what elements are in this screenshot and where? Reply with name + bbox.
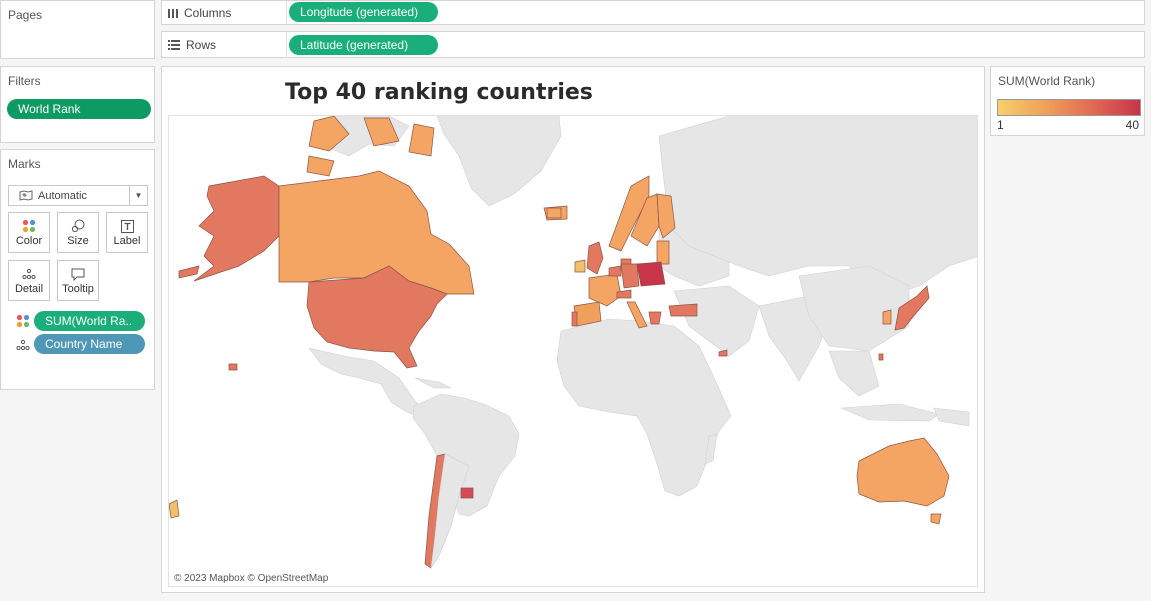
- africa-shape: [556, 318, 732, 497]
- longitude-pill[interactable]: Longitude (generated): [289, 2, 438, 22]
- france-shape: [588, 273, 622, 307]
- mark-type-dropdown[interactable]: Automatic ▼: [8, 185, 148, 206]
- chevron-down-icon: ▼: [129, 186, 147, 205]
- world-map[interactable]: © 2023 Mapbox © OpenStreetMap: [168, 115, 978, 587]
- color-button[interactable]: Color: [8, 212, 50, 253]
- tasmania-shape: [930, 513, 942, 525]
- tooltip-button-label: Tooltip: [62, 283, 94, 295]
- turkey-shape: [668, 303, 698, 317]
- australia-shape: [856, 437, 950, 507]
- uae-shape: [718, 349, 728, 357]
- rows-icon: [168, 40, 180, 50]
- country-name-pill[interactable]: Country Name: [34, 334, 145, 354]
- alaska-shape: [193, 175, 280, 282]
- columns-shelf-label: Columns: [168, 6, 231, 20]
- map-mark-icon: [19, 190, 33, 201]
- detail-button-label: Detail: [14, 283, 44, 295]
- hawaii-shape: [228, 363, 238, 371]
- uruguay-shape: [460, 487, 474, 499]
- filters-title: Filters: [8, 74, 41, 88]
- indonesia-shape: [840, 403, 940, 422]
- canada-islands-shape: [306, 116, 435, 177]
- size-icon: [71, 219, 85, 233]
- pages-title: Pages: [8, 8, 43, 22]
- png-shape: [933, 407, 970, 427]
- china-shape: [798, 265, 910, 352]
- germany-shape: [620, 263, 640, 289]
- baltic-shape: [656, 240, 670, 265]
- label-button[interactable]: Label: [106, 212, 148, 253]
- greenland-shape: [436, 116, 562, 207]
- color-legend: SUM(World Rank) 1 40: [990, 66, 1145, 136]
- taiwan-shape: [878, 353, 884, 361]
- color-dots-icon: [16, 314, 30, 328]
- rows-shelf[interactable]: Rows Latitude (generated): [161, 31, 1145, 58]
- legend-gradient-bar[interactable]: [997, 99, 1141, 116]
- aleutian-shape: [178, 265, 200, 279]
- legend-min-label: 1: [997, 118, 1004, 132]
- color-button-label: Color: [15, 235, 43, 247]
- columns-label: Columns: [184, 6, 232, 20]
- south-america-shape: [412, 393, 520, 517]
- sum-world-rank-pill[interactable]: SUM(World Ra..: [34, 311, 145, 331]
- rows-shelf-label: Rows: [168, 38, 216, 52]
- label-icon: [120, 219, 134, 233]
- madagascar-shape: [704, 433, 718, 465]
- ireland-shape: [574, 259, 586, 273]
- label-button-label: Label: [113, 235, 141, 247]
- color-icon: [22, 219, 36, 233]
- size-button[interactable]: Size: [57, 212, 99, 253]
- norway-shape: [608, 175, 650, 252]
- columns-shelf[interactable]: Columns Longitude (generated): [161, 0, 1145, 25]
- italy-shape: [626, 301, 648, 329]
- tooltip-button[interactable]: Tooltip: [57, 260, 99, 301]
- viz-title: Top 40 ranking countries: [285, 80, 593, 105]
- tooltip-icon: [71, 268, 85, 281]
- pages-card: Pages: [0, 0, 155, 59]
- world-map-svg: [169, 116, 977, 569]
- detail-icon: [22, 268, 36, 280]
- detail-button[interactable]: Detail: [8, 260, 50, 301]
- switzerland-shape: [616, 289, 632, 299]
- uk-shape: [586, 241, 604, 275]
- legend-title: SUM(World Rank): [998, 74, 1096, 88]
- viz-pane: Top 40 ranking countries: [161, 66, 985, 593]
- argentina-shape: [430, 453, 470, 569]
- rows-label: Rows: [186, 38, 217, 52]
- svalbard-shape: [546, 207, 562, 219]
- poland-shape: [636, 261, 666, 287]
- map-attribution: © 2023 Mapbox © OpenStreetMap: [174, 573, 329, 584]
- japan-shape: [894, 285, 930, 331]
- legend-max-label: 40: [1125, 118, 1139, 132]
- world-rank-filter-pill[interactable]: World Rank: [7, 99, 151, 119]
- filters-card: Filters World Rank: [0, 66, 155, 143]
- finland-shape: [656, 193, 676, 239]
- caribbean-shape: [414, 377, 452, 389]
- columns-icon: [168, 9, 178, 18]
- mark-type-label: Automatic: [38, 190, 87, 202]
- middle-east-shape: [673, 285, 760, 357]
- size-button-label: Size: [67, 235, 89, 247]
- marks-card: Marks Automatic ▼ Color Size Label: [0, 149, 155, 390]
- benelux-shape: [608, 265, 622, 277]
- usa-shape: [306, 265, 448, 369]
- canada-shape: [278, 170, 475, 295]
- portugal-shape: [571, 311, 578, 327]
- se-asia-shape: [828, 350, 880, 397]
- marks-title: Marks: [8, 157, 41, 171]
- greece-shape: [648, 311, 662, 325]
- new-zealand-shape: [169, 499, 180, 519]
- detail-dots-icon: [16, 339, 30, 351]
- korea-shape: [882, 309, 892, 325]
- latitude-pill[interactable]: Latitude (generated): [289, 35, 438, 55]
